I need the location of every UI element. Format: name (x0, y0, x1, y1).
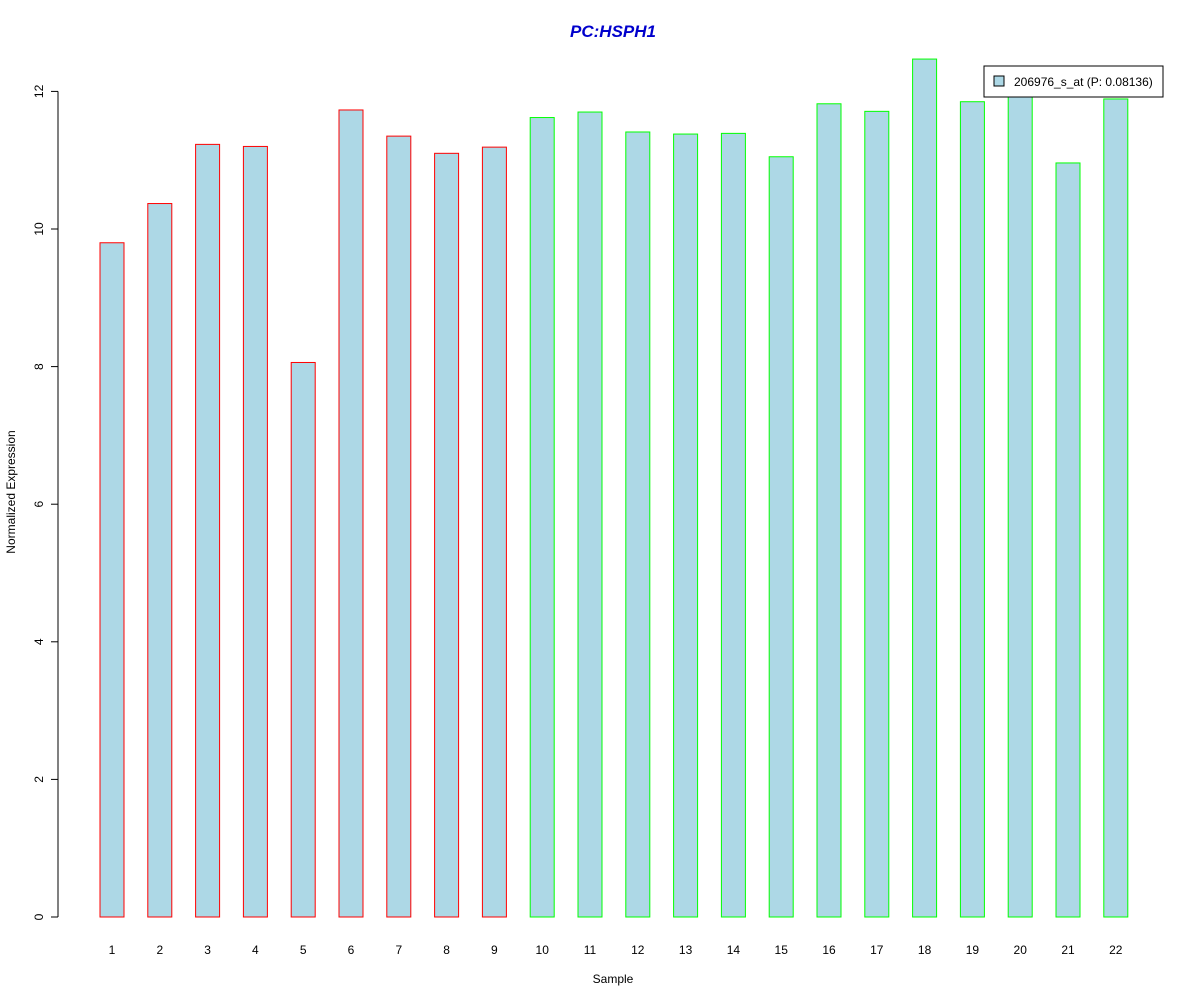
bar-sample-9 (481, 146, 507, 918)
chart-title: PC:HSPH1 (570, 22, 656, 41)
x-tick-label: 19 (966, 943, 980, 957)
bar-sample-21 (1055, 162, 1081, 918)
legend-box (983, 65, 1164, 98)
x-tick-label: 4 (252, 943, 259, 957)
y-tick-label: 10 (32, 222, 46, 236)
x-tick-label: 7 (395, 943, 402, 957)
bar-sample-13 (673, 133, 699, 918)
x-tick-label: 14 (727, 943, 741, 957)
bar-sample-1 (99, 242, 125, 918)
legend-swatch (993, 75, 1005, 87)
x-tick-label: 20 (1014, 943, 1028, 957)
x-tick-label: 3 (204, 943, 211, 957)
x-tick-label: 6 (348, 943, 355, 957)
bar-sample-19 (959, 101, 985, 918)
bar-sample-7 (386, 135, 412, 918)
y-tick-label: 6 (32, 501, 46, 508)
x-tick-label: 2 (156, 943, 163, 957)
bar-sample-6 (338, 109, 364, 918)
x-axis: 1 2 3 4 5 6 7 8 9 10 11 12 13 14 15 16 17 18 19 20 21 22 (109, 943, 1123, 957)
x-tick-label: 1 (109, 943, 116, 957)
bar-sample-17 (864, 110, 890, 918)
x-tick-label: 22 (1109, 943, 1123, 957)
y-tick-label: 4 (32, 638, 46, 645)
bars-group (99, 58, 1129, 918)
y-tick-label: 8 (32, 363, 46, 370)
bar-sample-8 (434, 152, 460, 918)
bar-sample-5 (290, 361, 316, 918)
x-tick-label: 18 (918, 943, 932, 957)
bar-sample-18 (912, 58, 938, 918)
x-tick-label: 15 (775, 943, 789, 957)
bar-sample-12 (625, 131, 651, 918)
bar-sample-14 (720, 132, 746, 918)
bar-sample-15 (768, 156, 794, 918)
bar-sample-2 (147, 203, 173, 918)
y-tick-label: 2 (32, 776, 46, 783)
y-tick-label: 12 (32, 84, 46, 98)
bar-sample-16 (816, 103, 842, 918)
bar-sample-22 (1103, 98, 1129, 918)
x-tick-label: 11 (584, 943, 597, 957)
x-tick-label: 8 (443, 943, 450, 957)
bar-sample-4 (242, 145, 268, 918)
x-tick-label: 13 (679, 943, 693, 957)
legend: 206976_s_at (P: 0.08136) (983, 65, 1164, 98)
x-tick-label: 12 (631, 943, 645, 957)
y-axis: 0 2 4 6 8 10 12 (32, 84, 59, 920)
legend-label: 206976_s_at (P: 0.08136) (1014, 75, 1153, 89)
y-axis-label: Normalized Expression (4, 430, 18, 553)
y-tick-label: 0 (32, 913, 46, 920)
x-tick-label: 21 (1061, 943, 1075, 957)
x-tick-label: 16 (822, 943, 836, 957)
x-tick-label: 5 (300, 943, 307, 957)
bar-sample-10 (529, 117, 555, 918)
x-axis-label: Sample (593, 972, 634, 986)
x-tick-label: 9 (491, 943, 498, 957)
x-tick-label: 17 (870, 943, 884, 957)
x-tick-label: 10 (536, 943, 550, 957)
bar-sample-11 (577, 111, 603, 918)
bar-sample-3 (195, 143, 221, 918)
bar-sample-20 (1007, 90, 1033, 918)
